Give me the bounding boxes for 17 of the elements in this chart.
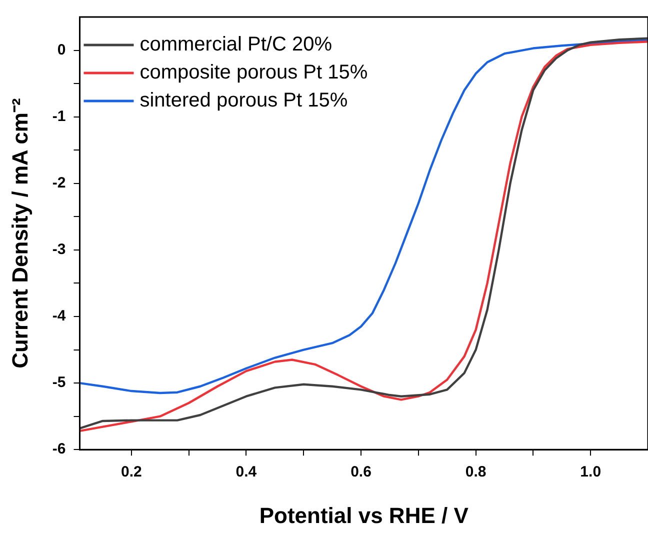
x-tick-label: 0.6 bbox=[350, 464, 372, 481]
y-tick-label: -1 bbox=[52, 108, 66, 125]
x-tick-label: 1.0 bbox=[580, 464, 602, 481]
legend-label: sintered porous Pt 15% bbox=[140, 90, 348, 112]
x-tick-label: 0.4 bbox=[236, 464, 258, 481]
x-tick-label: 0.2 bbox=[120, 464, 142, 481]
y-axis-title: Current Density / mA cm⁻² bbox=[7, 98, 32, 368]
legend-label: composite porous Pt 15% bbox=[140, 62, 368, 84]
y-tick-label: -2 bbox=[52, 174, 66, 192]
x-axis-title: Potential vs RHE / V bbox=[259, 502, 469, 528]
y-tick-label: -3 bbox=[52, 241, 66, 258]
legend-label: commercial Pt/C 20% bbox=[140, 34, 332, 56]
y-tick-label: -4 bbox=[52, 308, 66, 325]
y-tick-label: -5 bbox=[52, 374, 66, 392]
y-tick-label: -6 bbox=[52, 440, 66, 458]
y-tick-label: 0 bbox=[57, 41, 66, 58]
x-tick-label: 0.8 bbox=[465, 464, 486, 481]
